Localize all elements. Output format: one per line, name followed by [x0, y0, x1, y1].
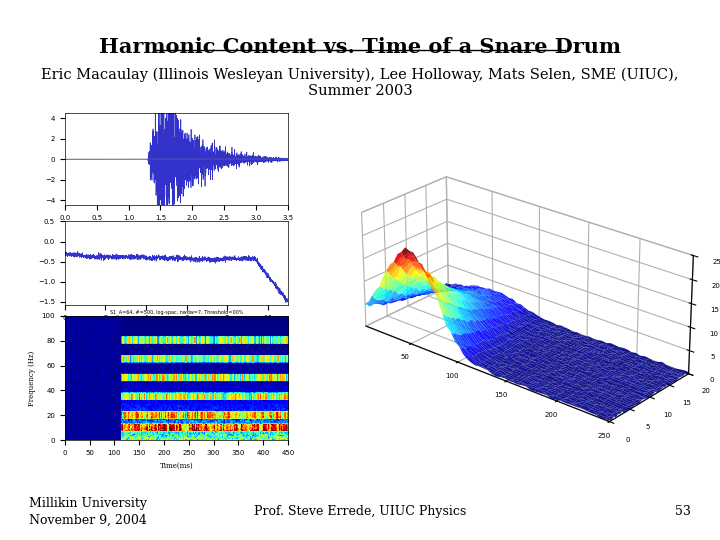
Text: 53: 53	[675, 505, 691, 518]
Y-axis label: Frequency (Hz): Frequency (Hz)	[28, 350, 36, 406]
Text: Harmonic Content vs. Time of a Snare Drum: Harmonic Content vs. Time of a Snare Dru…	[99, 37, 621, 57]
Text: Summer 2003: Summer 2003	[307, 84, 413, 98]
Text: Millikin University: Millikin University	[29, 497, 147, 510]
Title: S1_A=64, #=500, log-spac, nwdw=7, Threshold=00%: S1_A=64, #=500, log-spac, nwdw=7, Thresh…	[109, 309, 243, 315]
Text: November 9, 2004: November 9, 2004	[29, 514, 147, 526]
Text: Eric Macaulay (Illinois Wesleyan University), Lee Holloway, Mats Selen, SME (UIU: Eric Macaulay (Illinois Wesleyan Univers…	[41, 68, 679, 82]
X-axis label: Time(ms): Time(ms)	[160, 461, 193, 469]
Text: Prof. Steve Errede, UIUC Physics: Prof. Steve Errede, UIUC Physics	[254, 505, 466, 518]
